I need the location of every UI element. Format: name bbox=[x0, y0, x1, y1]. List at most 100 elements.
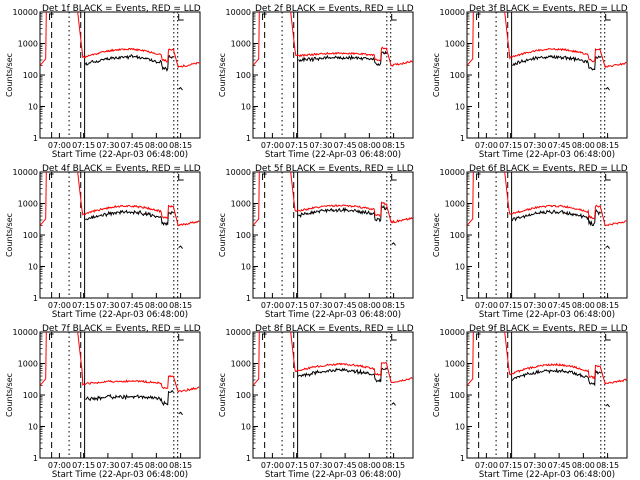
series-lld-line bbox=[253, 12, 413, 67]
x-axis-label: Start Time (22-Apr-03 06:48:00) bbox=[265, 150, 401, 160]
bracket-glyph bbox=[262, 13, 267, 20]
y-tick-label: 100 bbox=[23, 231, 38, 240]
x-tick-label: 07:30 bbox=[309, 141, 332, 150]
x-tick-label: 08:00 bbox=[358, 141, 381, 150]
y-tick-label: 100 bbox=[236, 391, 251, 400]
series-lld-line bbox=[253, 172, 413, 226]
x-tick-label: 08:15 bbox=[169, 301, 192, 310]
x-tick-label: 08:15 bbox=[382, 461, 405, 470]
x-tick-label: 07:30 bbox=[523, 301, 546, 310]
x-tick-label: 08:15 bbox=[169, 461, 192, 470]
panel-title: Det 9f BLACK = Events, RED = LLD bbox=[469, 324, 628, 334]
series-events-line bbox=[297, 203, 387, 223]
y-axis-label: Counts/sec bbox=[218, 373, 227, 417]
plot-frame bbox=[252, 331, 414, 459]
series-lld-line bbox=[40, 172, 200, 227]
events-fragment bbox=[605, 86, 610, 91]
x-tick-label: 07:45 bbox=[334, 461, 357, 470]
x-tick-label: 08:15 bbox=[596, 141, 619, 150]
x-tick-label: 07:15 bbox=[499, 461, 522, 470]
x-tick-label: 08:00 bbox=[145, 461, 168, 470]
x-axis-label: Start Time (22-Apr-03 06:48:00) bbox=[479, 150, 615, 160]
x-tick-label: 07:30 bbox=[523, 461, 546, 470]
y-tick-label: 10 bbox=[455, 263, 465, 272]
bracket-glyph bbox=[476, 13, 481, 20]
x-tick-label: 07:00 bbox=[475, 461, 498, 470]
y-tick-label: 100 bbox=[450, 71, 465, 80]
panel-det-2f: Det 2f BLACK = Events, RED = LLD 1 10 100 10… bbox=[218, 4, 414, 160]
y-axis-label: Counts/sec bbox=[432, 53, 441, 97]
y-tick-label: 1000 bbox=[18, 40, 38, 49]
series-lld-line bbox=[40, 332, 200, 393]
x-axis-label: Start Time (22-Apr-03 06:48:00) bbox=[265, 470, 401, 480]
bracket-glyph bbox=[605, 334, 611, 341]
y-tick-label: 10000 bbox=[13, 8, 38, 17]
x-tick-label: 07:00 bbox=[261, 461, 284, 470]
series-events-line bbox=[297, 367, 387, 383]
bracket-glyph bbox=[178, 174, 184, 181]
series-lld-line bbox=[467, 172, 627, 227]
plot-frame bbox=[39, 171, 201, 299]
plot-frame bbox=[466, 11, 628, 139]
events-fragment bbox=[605, 403, 610, 408]
y-tick-label: 1 bbox=[460, 134, 465, 143]
x-tick-label: 08:00 bbox=[572, 301, 595, 310]
y-tick-label: 10 bbox=[28, 103, 38, 112]
panel-det-3f: Det 3f BLACK = Events, RED = LLD 1 10 100 10… bbox=[432, 4, 628, 160]
x-tick-label: 07:00 bbox=[475, 301, 498, 310]
panel-det-6f: Det 6f BLACK = Events, RED = LLD 1 10 100 10… bbox=[432, 164, 628, 320]
x-tick-label: 07:30 bbox=[96, 141, 119, 150]
series-lld-line bbox=[40, 12, 200, 69]
y-tick-label: 1000 bbox=[18, 360, 38, 369]
x-tick-label: 07:00 bbox=[48, 301, 71, 310]
bracket-glyph bbox=[476, 173, 481, 180]
events-fragment bbox=[178, 86, 183, 91]
y-tick-label: 1 bbox=[246, 294, 251, 303]
x-tick-label: 07:15 bbox=[285, 301, 308, 310]
panel-title: Det 7f BLACK = Events, RED = LLD bbox=[42, 324, 201, 334]
bracket-glyph bbox=[178, 334, 184, 341]
series-lld-line bbox=[467, 12, 627, 69]
bracket-glyph bbox=[391, 14, 397, 21]
x-tick-label: 08:00 bbox=[145, 301, 168, 310]
x-tick-label: 08:00 bbox=[145, 141, 168, 150]
panel-title: Det 2f BLACK = Events, RED = LLD bbox=[255, 4, 414, 14]
x-tick-label: 08:15 bbox=[382, 301, 405, 310]
y-tick-label: 10000 bbox=[226, 168, 251, 177]
y-tick-label: 10000 bbox=[226, 8, 251, 17]
y-tick-label: 1000 bbox=[445, 40, 465, 49]
series-events-line bbox=[298, 50, 387, 66]
plot-frame bbox=[39, 11, 201, 139]
y-tick-label: 100 bbox=[450, 231, 465, 240]
x-tick-label: 07:30 bbox=[309, 461, 332, 470]
x-tick-label: 07:15 bbox=[285, 461, 308, 470]
x-tick-label: 08:00 bbox=[572, 461, 595, 470]
x-tick-label: 08:15 bbox=[596, 461, 619, 470]
bracket-glyph bbox=[605, 174, 611, 181]
bracket-glyph bbox=[178, 14, 184, 21]
series-events-line bbox=[511, 367, 601, 387]
x-tick-label: 07:15 bbox=[72, 461, 95, 470]
y-tick-label: 10000 bbox=[13, 328, 38, 337]
x-tick-label: 07:00 bbox=[475, 141, 498, 150]
y-tick-label: 1000 bbox=[445, 360, 465, 369]
x-tick-label: 07:00 bbox=[261, 141, 284, 150]
events-fragment bbox=[178, 411, 183, 416]
y-tick-label: 10000 bbox=[440, 8, 465, 17]
panel-det-8f: Det 8f BLACK = Events, RED = LLD 1 10 100 10… bbox=[218, 324, 414, 480]
x-tick-label: 08:00 bbox=[572, 141, 595, 150]
panel-title: Det 6f BLACK = Events, RED = LLD bbox=[469, 164, 628, 174]
y-axis-label: Counts/sec bbox=[5, 53, 14, 97]
bracket-glyph bbox=[391, 174, 397, 181]
x-tick-label: 08:00 bbox=[358, 461, 381, 470]
y-axis-label: Counts/sec bbox=[5, 373, 14, 417]
x-tick-label: 07:45 bbox=[548, 461, 571, 470]
y-tick-label: 100 bbox=[236, 231, 251, 240]
bracket-glyph bbox=[391, 334, 397, 341]
y-axis-label: Counts/sec bbox=[432, 213, 441, 257]
y-tick-label: 1 bbox=[246, 134, 251, 143]
y-tick-label: 10 bbox=[455, 103, 465, 112]
y-tick-label: 100 bbox=[23, 391, 38, 400]
x-tick-label: 07:15 bbox=[499, 301, 522, 310]
